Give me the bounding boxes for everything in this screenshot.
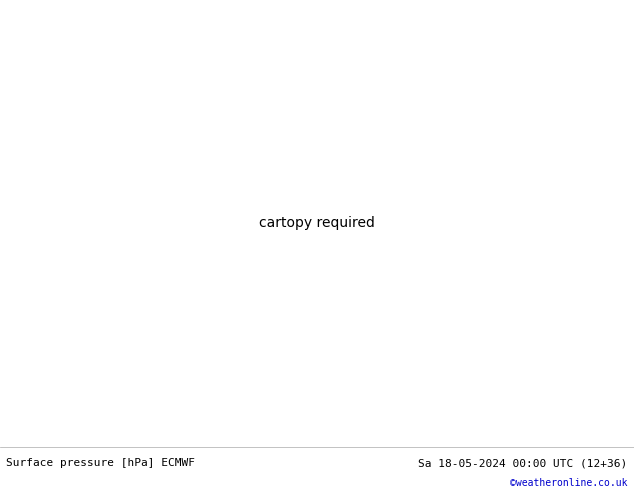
Text: ©weatheronline.co.uk: ©weatheronline.co.uk: [510, 478, 628, 488]
Text: cartopy required: cartopy required: [259, 216, 375, 230]
Text: Sa 18-05-2024 00:00 UTC (12+36): Sa 18-05-2024 00:00 UTC (12+36): [418, 458, 628, 468]
Text: Surface pressure [hPa] ECMWF: Surface pressure [hPa] ECMWF: [6, 458, 195, 468]
